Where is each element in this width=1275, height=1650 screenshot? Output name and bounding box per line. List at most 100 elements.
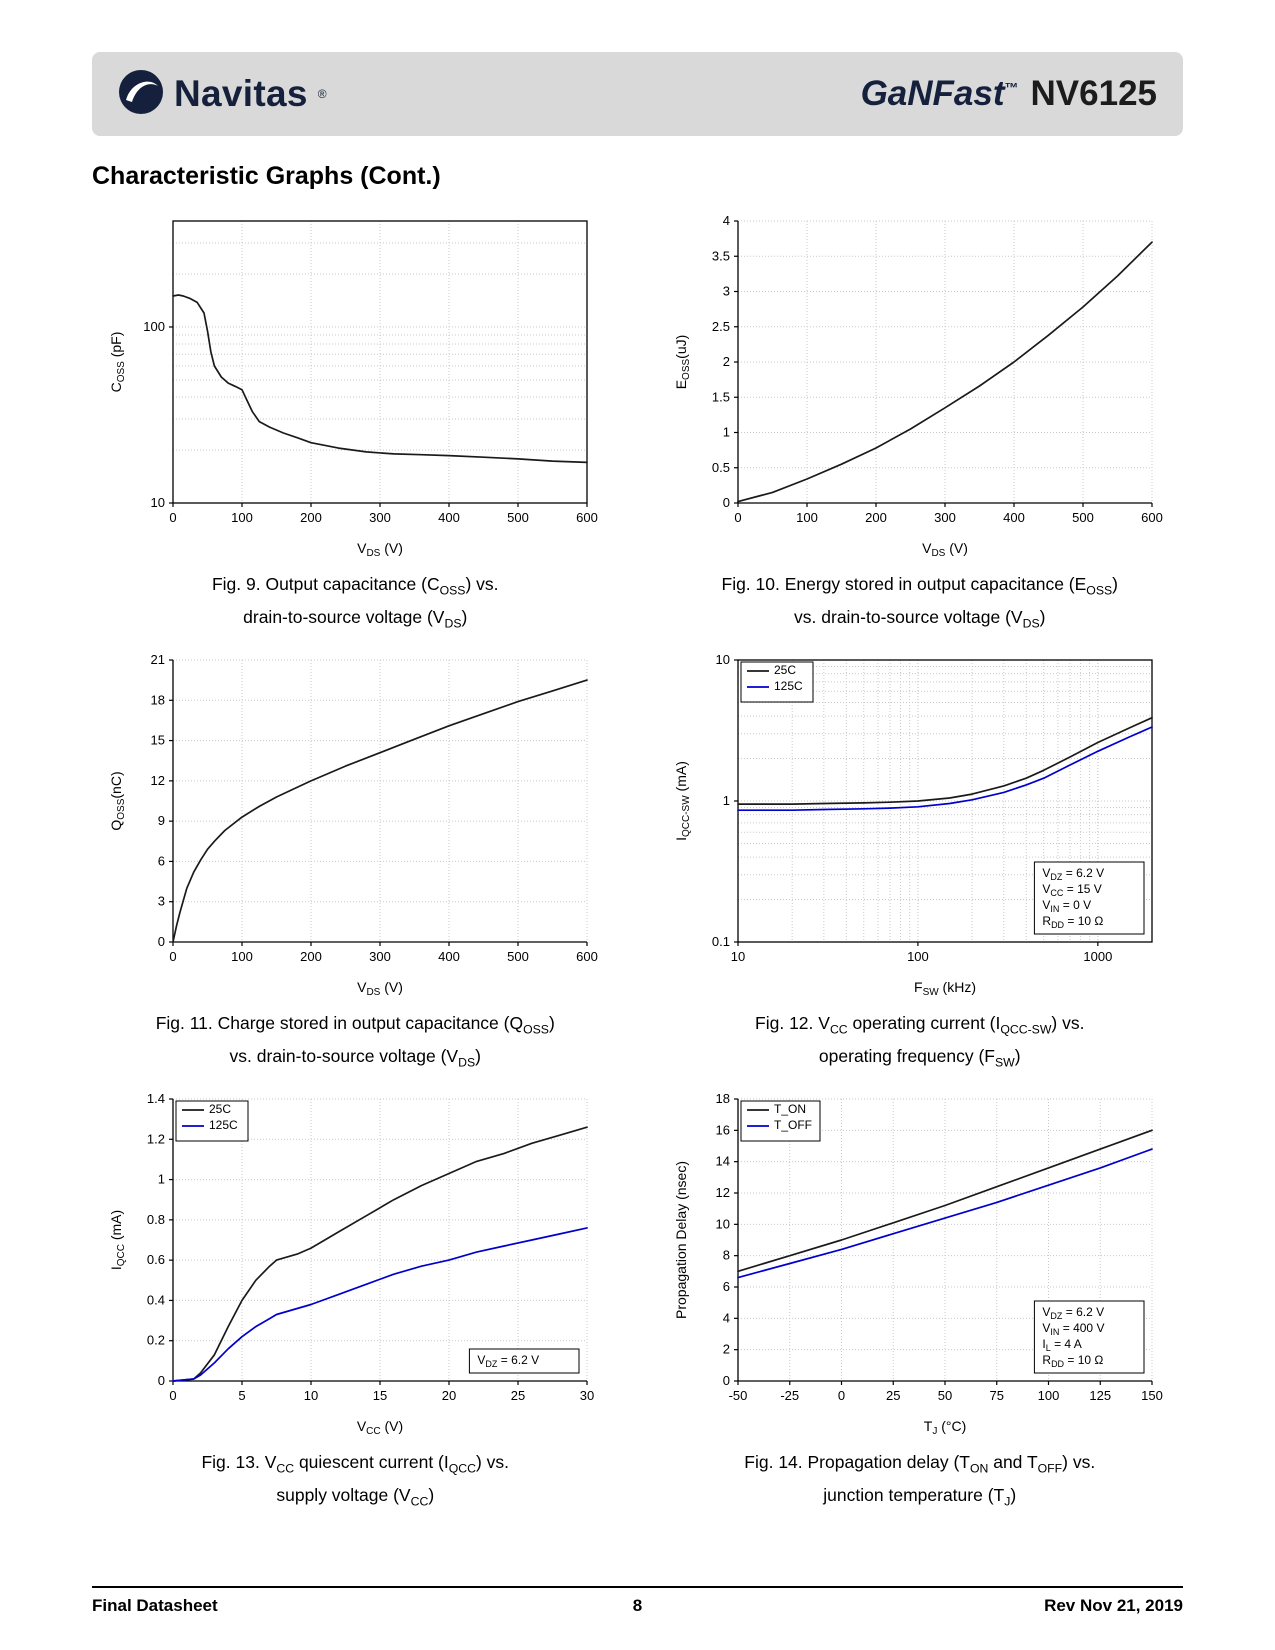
footer-page-number: 8 [632,1596,643,1615]
svg-text:1000: 1000 [1083,949,1112,964]
figure-caption: Fig. 10. Energy stored in output capacit… [722,569,1119,634]
svg-text:300: 300 [369,510,391,525]
svg-text:300: 300 [934,510,956,525]
svg-text:50: 50 [938,1388,952,1403]
svg-text:500: 500 [507,949,529,964]
svg-text:VCC (V): VCC (V) [357,1418,403,1437]
chart-eoss-vs-vds: 0 100 200 300 400 500 600 0 0.5 1 1.5 2 2.5 3 3.5 4 VDS … [670,205,1170,565]
svg-text:6: 6 [723,1279,730,1294]
caption-line: vs. drain-to-source voltage (VDS) [794,606,1046,631]
caption-line: drain-to-source voltage (VDS) [243,606,468,631]
page-footer: Final Datasheet 8 Rev Nov 21, 2019 [92,1586,1183,1616]
svg-text:4: 4 [723,213,730,228]
svg-text:1: 1 [158,1172,165,1187]
navitas-logo-icon [118,69,164,120]
svg-text:100: 100 [796,510,818,525]
ganfast-logo: GaNFast™ [860,74,1019,113]
footer-left: Final Datasheet [92,1596,218,1615]
svg-text:125C: 125C [209,1118,238,1132]
registered-mark: ® [317,87,327,101]
svg-text:3.5: 3.5 [712,248,730,263]
svg-text:0: 0 [170,510,177,525]
svg-text:10: 10 [151,495,165,510]
svg-text:200: 200 [300,949,322,964]
svg-text:125C: 125C [774,679,803,693]
svg-text:15: 15 [151,733,165,748]
svg-text:0: 0 [170,1388,177,1403]
figure-grid: 0 100 200 300 400 500 600 10 100 VDS (V) COSS (pF)… [92,195,1183,1512]
svg-text:6: 6 [158,854,165,869]
footer-right: Rev Nov 21, 2019 [1044,1596,1183,1615]
svg-text:1.5: 1.5 [712,389,730,404]
svg-text:600: 600 [576,949,598,964]
svg-text:VDS (V): VDS (V) [357,979,403,998]
product-title: GaNFast™ NV6125 [861,74,1157,114]
svg-text:0.1: 0.1 [712,934,730,949]
svg-text:TJ (°C): TJ (°C) [924,1418,967,1437]
svg-text:200: 200 [865,510,887,525]
svg-text:0.5: 0.5 [712,460,730,475]
svg-text:VIN = 400 V: VIN = 400 V [1042,1321,1104,1337]
caption-line: vs. drain-to-source voltage (VDS) [229,1045,481,1070]
svg-text:IQCC (mA): IQCC (mA) [108,1210,127,1270]
svg-text:VIN = 0 V: VIN = 0 V [1042,898,1091,914]
svg-text:0: 0 [734,510,741,525]
svg-text:25C: 25C [774,663,796,677]
svg-text:1.2: 1.2 [147,1131,165,1146]
svg-text:400: 400 [1003,510,1025,525]
svg-text:600: 600 [1141,510,1163,525]
svg-text:150: 150 [1141,1388,1163,1403]
svg-text:0: 0 [723,1373,730,1388]
svg-text:2: 2 [723,1342,730,1357]
brand-name: Navitas [174,73,308,114]
svg-text:20: 20 [442,1388,456,1403]
page-header: Navitas ® GaNFast™ NV6125 [92,52,1183,136]
trademark-mark: ™ [1004,79,1019,96]
figure-caption: Fig. 14. Propagation delay (TON and TOFF… [744,1447,1095,1512]
svg-text:10: 10 [304,1388,318,1403]
svg-text:100: 100 [1037,1388,1059,1403]
svg-text:14: 14 [715,1154,729,1169]
figure-caption: Fig. 13. VCC quiescent current (IQCC) vs… [201,1447,509,1512]
figure-9: 0 100 200 300 400 500 600 10 100 VDS (V) COSS (pF)… [92,205,619,634]
svg-text:300: 300 [369,949,391,964]
svg-text:FSW (kHz): FSW (kHz) [914,979,976,998]
svg-text:5: 5 [239,1388,246,1403]
svg-text:400: 400 [438,949,460,964]
svg-text:18: 18 [715,1091,729,1106]
svg-text:0.2: 0.2 [147,1333,165,1348]
svg-text:0.8: 0.8 [147,1212,165,1227]
chart-propdelay-vs-tj: -50 -25 0 25 50 75 100 125 150 0 2 4 6 8 10 12 14 16 18 TJ … [670,1083,1170,1443]
svg-text:0.4: 0.4 [147,1293,165,1308]
caption-line: Fig. 9. Output capacitance (COSS) vs. [211,574,499,598]
svg-text:QOSS(nC): QOSS(nC) [108,771,127,830]
svg-text:10: 10 [715,1217,729,1232]
svg-text:10: 10 [715,652,729,667]
caption-line: Fig. 14. Propagation delay (TON and TOFF… [744,1452,1096,1476]
svg-text:VDZ = 6.2 V: VDZ = 6.2 V [478,1353,540,1369]
svg-text:-25: -25 [780,1388,799,1403]
svg-text:0: 0 [170,949,177,964]
svg-text:VDZ = 6.2 V: VDZ = 6.2 V [1042,866,1104,882]
svg-text:1.4: 1.4 [147,1091,165,1106]
svg-text:1: 1 [723,793,730,808]
figure-12: 10 100 1000 0.1 1 10 FSW (kHz) IQCC-SW (mA) 25C 1… [657,644,1184,1073]
caption-line: junction temperature (TJ) [823,1484,1017,1509]
svg-text:16: 16 [715,1123,729,1138]
caption-line: Fig. 13. VCC quiescent current (IQCC) vs… [201,1452,510,1476]
svg-text:400: 400 [438,510,460,525]
svg-text:18: 18 [151,692,165,707]
svg-text:15: 15 [373,1388,387,1403]
svg-text:COSS (pF): COSS (pF) [108,332,127,393]
svg-text:0: 0 [158,934,165,949]
svg-text:12: 12 [715,1185,729,1200]
svg-text:IL = 4 A: IL = 4 A [1042,1337,1081,1353]
svg-text:1: 1 [723,425,730,440]
svg-text:30: 30 [580,1388,594,1403]
svg-text:3: 3 [158,894,165,909]
svg-text:25C: 25C [209,1102,231,1116]
caption-line: operating frequency (FSW) [818,1045,1021,1070]
svg-text:RDD = 10 Ω: RDD = 10 Ω [1042,1353,1103,1369]
caption-line: Fig. 10. Energy stored in output capacit… [721,574,1119,598]
caption-line: Fig. 11. Charge stored in output capacit… [155,1013,555,1037]
